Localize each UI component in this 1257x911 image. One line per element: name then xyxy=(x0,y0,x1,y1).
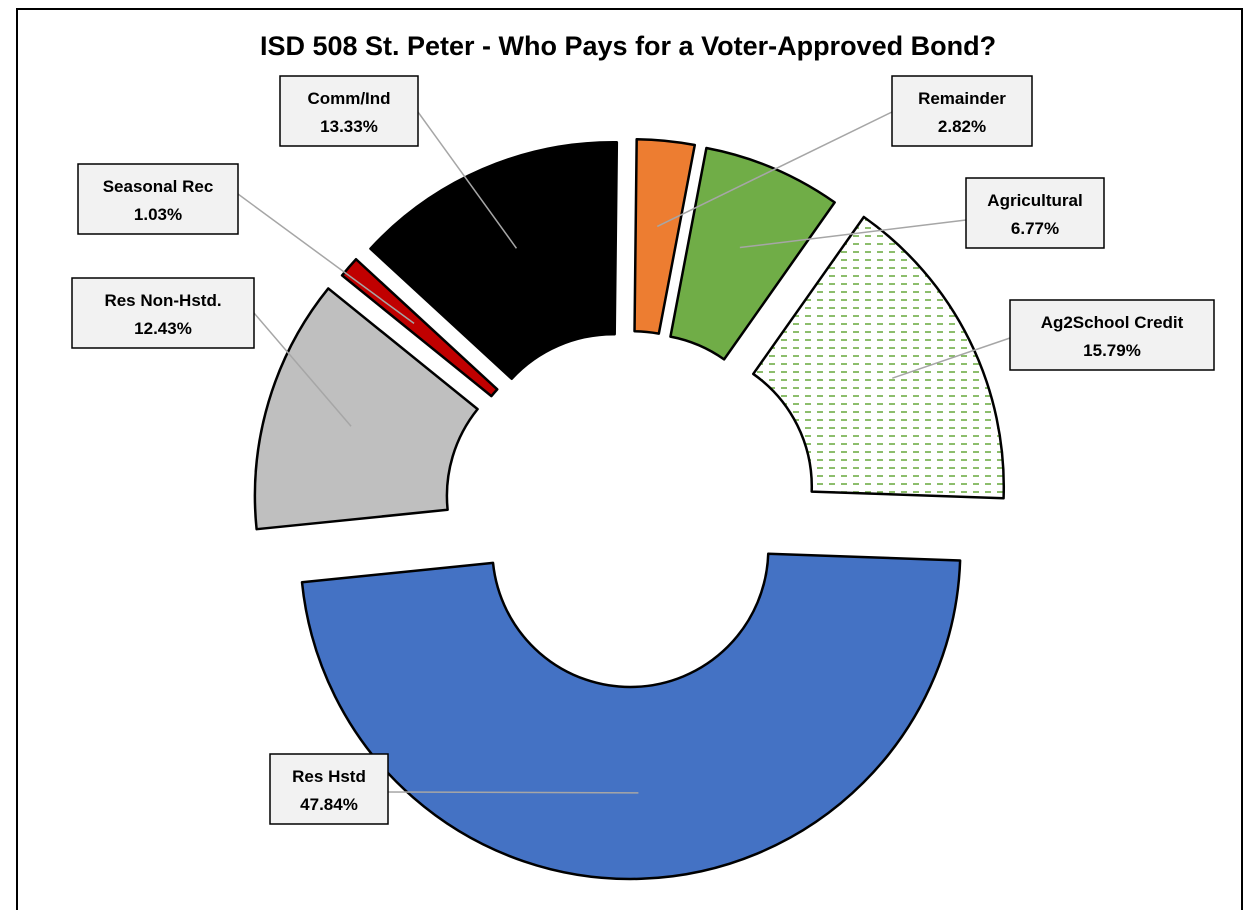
leader-line-ag2school-credit xyxy=(892,337,1011,379)
slices-layer xyxy=(253,137,1006,881)
leader-line-remainder xyxy=(656,111,893,228)
data-label-category: Ag2School Credit xyxy=(1041,313,1184,332)
data-label-value: 2.82% xyxy=(938,117,986,136)
data-label-category: Comm/Ind xyxy=(307,89,390,108)
data-label-box xyxy=(965,177,1105,249)
slice-res-hstd xyxy=(300,552,962,881)
leader-line-res-non-hstd xyxy=(253,312,352,427)
data-label-box xyxy=(279,75,419,147)
data-label-remainder: Remainder 2.82% xyxy=(891,75,1033,147)
data-label-box xyxy=(891,75,1033,147)
data-label-comm-ind: Comm/Ind 13.33% xyxy=(279,75,419,147)
slice-seasonal-rec xyxy=(340,257,499,398)
data-label-value: 15.79% xyxy=(1083,341,1141,360)
data-label-seasonal-rec: Seasonal Rec 1.03% xyxy=(77,163,239,235)
data-label-category: Res Non-Hstd. xyxy=(104,291,221,310)
data-label-box xyxy=(71,277,255,349)
data-label-box xyxy=(77,163,239,235)
slice-agricultural xyxy=(669,146,836,361)
data-label-res-hstd: Res Hstd 47.84% xyxy=(269,753,389,825)
leader-line-comm-ind xyxy=(417,111,518,249)
chart-title: ISD 508 St. Peter - Who Pays for a Voter… xyxy=(260,31,996,61)
data-label-category: Res Hstd xyxy=(292,767,366,786)
data-label-value: 12.43% xyxy=(134,319,192,338)
slice-res-non-hstd xyxy=(253,287,479,531)
data-label-value: 1.03% xyxy=(134,205,182,224)
data-label-agricultural: Agricultural 6.77% xyxy=(965,177,1105,249)
leader-line-res-hstd xyxy=(387,791,639,794)
data-labels-layer: Res Hstd 47.84% Res Non-Hstd. 12.43% Seasona… xyxy=(71,75,1215,825)
data-label-category: Seasonal Rec xyxy=(103,177,214,196)
data-label-ag2school-credit: Ag2School Credit 15.79% xyxy=(1009,299,1215,371)
leader-line-agricultural xyxy=(739,219,967,249)
data-label-value: 47.84% xyxy=(300,795,358,814)
data-label-value: 6.77% xyxy=(1011,219,1059,238)
leader-lines-layer xyxy=(237,111,1011,794)
data-label-category: Remainder xyxy=(918,89,1006,108)
slice-remainder xyxy=(633,137,697,335)
data-label-box xyxy=(269,753,389,825)
leader-line-seasonal-rec xyxy=(237,193,415,325)
data-label-value: 13.33% xyxy=(320,117,378,136)
slice-comm-ind xyxy=(369,141,619,381)
data-label-res-non-hstd: Res Non-Hstd. 12.43% xyxy=(71,277,255,349)
data-label-category: Agricultural xyxy=(987,191,1082,210)
slice-ag2school-credit xyxy=(752,215,1006,500)
data-label-box xyxy=(1009,299,1215,371)
